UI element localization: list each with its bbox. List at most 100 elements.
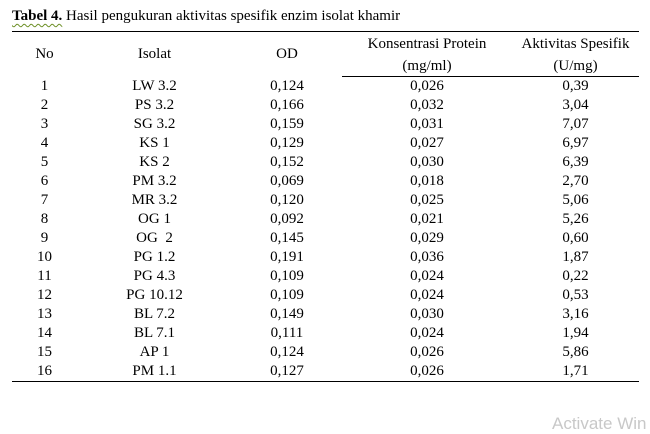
cell-konsentrasi: 0,032 (410, 97, 444, 113)
table-row: 6 PM 3.2 0,069 0,018 2,70 (12, 172, 639, 191)
cell-konsentrasi: 0,024 (410, 325, 444, 341)
cell-aktivitas: 6,97 (562, 135, 589, 151)
cell-no: 5 (40, 154, 49, 170)
table-row: 4 KS 1 0,129 0,027 6,97 (12, 134, 639, 153)
table-row: 13 BL 7.2 0,149 0,030 3,16 (12, 305, 639, 324)
cell-no: 8 (40, 211, 49, 227)
table-row: 15 AP 1 0,124 0,026 5,86 (12, 343, 639, 362)
enzyme-activity-table: No Isolat OD Konsentrasi Protein Aktivit… (12, 31, 639, 382)
header-isolat: Isolat (77, 31, 232, 77)
cell-isolat: PS 3.2 (134, 97, 175, 113)
cell-aktivitas: 0,60 (562, 230, 589, 246)
cell-aktivitas: 6,39 (562, 154, 589, 170)
cell-aktivitas: 1,87 (562, 249, 589, 265)
cell-isolat: PG 4.3 (133, 268, 176, 284)
header-row-1: No Isolat OD Konsentrasi Protein Aktivit… (12, 31, 639, 77)
cell-no: 9 (40, 230, 49, 246)
cell-aktivitas: 7,07 (562, 116, 589, 132)
activate-windows-watermark: Activate Win (552, 414, 647, 433)
cell-konsentrasi: 0,030 (410, 306, 444, 322)
table-row: 11 PG 4.3 0,109 0,024 0,22 (12, 267, 639, 286)
table-row: 16 PM 1.1 0,127 0,026 1,71 (12, 362, 639, 382)
header-aktivitas-unit: (U/mg) (512, 56, 639, 77)
table-row: 1 LW 3.2 0,124 0,026 0,39 (12, 77, 639, 97)
table-row: 14 BL 7.1 0,111 0,024 1,94 (12, 324, 639, 343)
header-no: No (12, 31, 77, 77)
cell-od: 0,109 (270, 287, 304, 303)
cell-no: 11 (37, 268, 52, 284)
cell-isolat: PG 1.2 (133, 249, 176, 265)
cell-od: 0,127 (232, 362, 342, 382)
cell-no: 3 (40, 116, 49, 132)
cell-no: 4 (40, 135, 49, 151)
table-row: 12 PG 10.12 0,109 0,024 0,53 (12, 286, 639, 305)
table-row: 3 SG 3.2 0,159 0,031 7,07 (12, 115, 639, 134)
header-aktivitas-spesifik: Aktivitas Spesifik (512, 31, 639, 56)
cell-konsentrasi: 0,029 (410, 230, 444, 246)
cell-aktivitas: 5,86 (562, 344, 589, 360)
cell-od: 0,069 (270, 173, 304, 189)
cell-isolat: OG 2 (136, 230, 173, 246)
table-row: 7 MR 3.2 0,120 0,025 5,06 (12, 191, 639, 210)
cell-od: 0,152 (270, 154, 304, 170)
cell-od: 0,166 (270, 97, 304, 113)
table-row: 8 OG 1 0,092 0,021 5,26 (12, 210, 639, 229)
cell-konsentrasi: 0,024 (410, 268, 444, 284)
cell-no: 15 (37, 344, 52, 360)
cell-no: 10 (37, 249, 52, 265)
cell-konsentrasi: 0,031 (410, 116, 444, 132)
cell-od: 0,129 (270, 135, 304, 151)
cell-aktivitas: 3,16 (562, 306, 589, 322)
cell-konsentrasi: 0,026 (342, 362, 512, 382)
cell-no: 1 (40, 77, 49, 94)
table-row: 5 KS 2 0,152 0,030 6,39 (12, 153, 639, 172)
cell-isolat: MR 3.2 (131, 192, 178, 208)
cell-no: 12 (37, 287, 52, 303)
cell-no: 16 (12, 362, 77, 382)
cell-isolat: PM 1.1 (77, 362, 232, 382)
table-row: 2 PS 3.2 0,166 0,032 3,04 (12, 96, 639, 115)
header-konsentrasi-protein: Konsentrasi Protein (342, 31, 512, 56)
cell-od: 0,191 (270, 249, 304, 265)
table-caption: Tabel 4. Hasil pengukuran aktivitas spes… (12, 6, 400, 26)
cell-isolat: PG 10.12 (126, 287, 183, 303)
table-caption-text: Hasil pengukuran aktivitas spesifik enzi… (62, 8, 401, 24)
cell-konsentrasi: 0,026 (410, 344, 444, 360)
cell-aktivitas: 5,26 (562, 211, 589, 227)
cell-aktivitas: 0,53 (562, 287, 589, 303)
header-konsentrasi-unit: (mg/ml) (342, 56, 512, 77)
cell-konsentrasi: 0,018 (410, 173, 444, 189)
cell-no: 13 (37, 306, 52, 322)
cell-isolat: BL 7.1 (133, 325, 176, 341)
cell-aktivitas: 1,71 (512, 362, 639, 382)
cell-konsentrasi: 0,036 (410, 249, 444, 265)
cell-od: 0,111 (270, 325, 304, 341)
cell-no: 14 (37, 325, 52, 341)
table-row: 9 OG 2 0,145 0,029 0,60 (12, 229, 639, 248)
table-header: No Isolat OD Konsentrasi Protein Aktivit… (12, 31, 639, 77)
cell-od: 0,145 (270, 230, 304, 246)
cell-aktivitas: 5,06 (562, 192, 589, 208)
cell-od: 0,124 (270, 77, 304, 94)
cell-od: 0,124 (270, 344, 304, 360)
cell-od: 0,159 (270, 116, 304, 132)
cell-isolat: OG 1 (138, 211, 171, 227)
cell-konsentrasi: 0,026 (410, 78, 444, 94)
cell-od: 0,109 (270, 268, 304, 284)
cell-no: 7 (40, 192, 49, 208)
cell-isolat: LW 3.2 (132, 77, 177, 94)
cell-isolat: KS 1 (139, 135, 170, 151)
cell-no: 6 (40, 173, 49, 189)
cell-isolat: KS 2 (139, 154, 170, 170)
table-caption-label: Tabel 4. (12, 8, 63, 24)
cell-konsentrasi: 0,021 (410, 211, 444, 227)
cell-od: 0,149 (270, 306, 304, 322)
cell-od: 0,092 (270, 211, 304, 227)
cell-aktivitas: 1,94 (562, 325, 589, 341)
table-body: 1 LW 3.2 0,124 0,026 0,39 2 PS 3.2 0,166 0,032 3,… (12, 77, 639, 382)
table-row: 10 PG 1.2 0,191 0,036 1,87 (12, 248, 639, 267)
cell-konsentrasi: 0,030 (410, 154, 444, 170)
header-row-2: (mg/ml) (U/mg) (12, 56, 639, 77)
cell-aktivitas: 0,22 (562, 268, 589, 284)
cell-isolat: SG 3.2 (133, 116, 176, 132)
